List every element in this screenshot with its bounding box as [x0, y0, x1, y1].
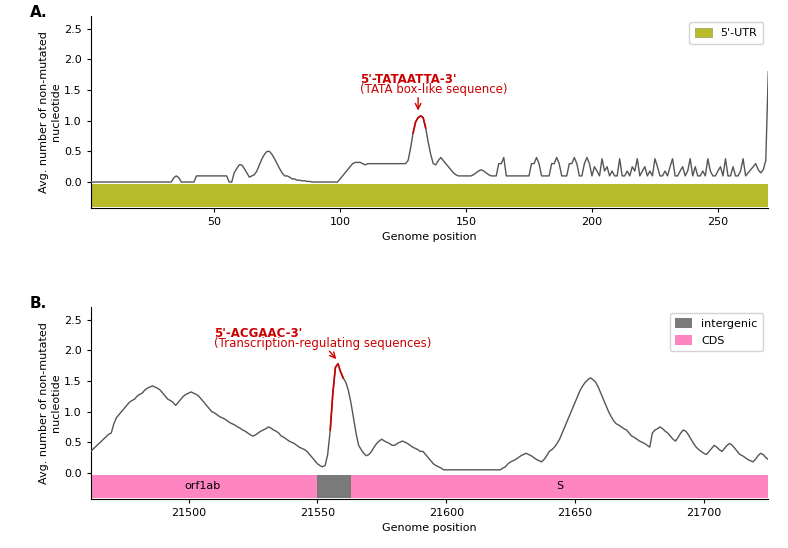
Text: orf1ab: orf1ab	[184, 481, 221, 492]
Bar	[91, 475, 318, 498]
Text: B.: B.	[30, 296, 46, 311]
Text: A.: A.	[30, 5, 47, 20]
Bar	[318, 475, 351, 498]
Text: 5'-TATAATTA-3': 5'-TATAATTA-3'	[360, 73, 457, 85]
Text: (TATA box-like sequence): (TATA box-like sequence)	[360, 83, 507, 96]
Legend: intergenic, CDS: intergenic, CDS	[670, 313, 763, 351]
X-axis label: Genome position: Genome position	[382, 523, 477, 533]
Y-axis label: Avg. number of non-mutated
nucleotide: Avg. number of non-mutated nucleotide	[39, 322, 61, 484]
Legend: 5'-UTR: 5'-UTR	[690, 22, 763, 44]
Bar	[91, 184, 768, 207]
X-axis label: Genome position: Genome position	[382, 232, 477, 242]
Text: 5'-ACGAAC-3': 5'-ACGAAC-3'	[214, 327, 303, 340]
Bar	[351, 475, 771, 498]
Text: (Transcription-regulating sequences): (Transcription-regulating sequences)	[214, 337, 432, 350]
Y-axis label: Avg. number of non-mutated
nucleotide: Avg. number of non-mutated nucleotide	[39, 31, 61, 193]
Text: S: S	[556, 481, 563, 492]
